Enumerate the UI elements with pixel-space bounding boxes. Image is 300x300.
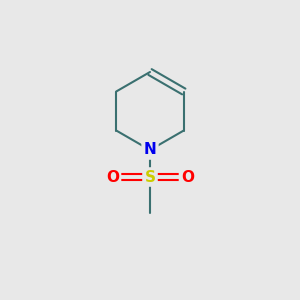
Text: O: O	[181, 169, 194, 184]
Text: O: O	[106, 169, 119, 184]
Text: N: N	[144, 142, 156, 158]
Text: S: S	[145, 169, 155, 184]
